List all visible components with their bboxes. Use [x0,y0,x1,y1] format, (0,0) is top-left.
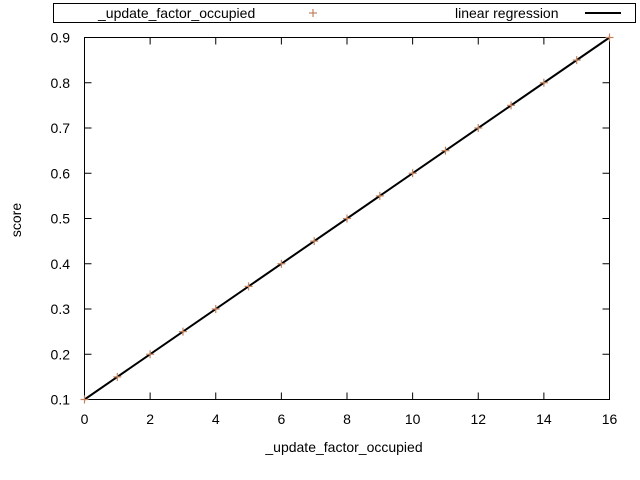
data-point [605,33,614,42]
data-point [211,305,220,313]
y-axis-title: score [8,203,24,237]
data-point [539,78,548,87]
y-tick-label: 0.6 [51,165,71,181]
data-point [408,169,417,178]
legend-plus-marker [309,9,317,17]
y-tick-labels: 0.1 0.2 0.3 0.4 0.5 0.6 0.7 0.8 0.9 [51,30,71,408]
x-tick-labels: 0 2 4 6 8 10 12 14 16 [81,411,618,427]
data-point [310,237,319,246]
y-tick-label: 0.1 [51,392,71,408]
x-axis-title: _update_factor_occupied [264,439,422,455]
x-tick-label: 14 [536,411,552,427]
legend-label-points: _update_factor_occupied [97,5,255,21]
x-tick-label: 2 [146,411,154,427]
data-point [80,395,89,404]
x-tick-label: 16 [602,411,618,427]
data-point [178,327,187,336]
legend: _update_factor_occupied linear regressio… [53,3,636,23]
data-point [343,214,351,223]
y-tick-label: 0.9 [51,30,71,46]
data-point [277,259,286,268]
data-point [474,124,483,132]
legend-plus-glyph [309,9,317,17]
x-tick-label: 0 [81,411,89,427]
x-tick-label: 10 [405,411,421,427]
data-point [375,191,384,200]
x-tick-label: 12 [470,411,486,427]
legend-box [53,3,636,23]
y-tick-label: 0.3 [51,301,71,317]
x-tick-label: 6 [277,411,285,427]
y-tick-label: 0.4 [51,256,71,272]
x-tick-label: 4 [212,411,220,427]
data-point [507,101,516,110]
data-point [146,350,155,359]
x-tick-label: 8 [343,411,351,427]
legend-label-line: linear regression [455,5,559,21]
y-tick-label: 0.8 [51,75,71,91]
data-point [441,146,450,155]
data-point [572,56,581,65]
data-point [113,372,122,381]
y-tick-label: 0.7 [51,120,71,136]
data-point [244,282,253,291]
y-tick-label: 0.5 [51,211,71,227]
y-tick-label: 0.2 [51,346,71,362]
points-layer [80,33,614,404]
